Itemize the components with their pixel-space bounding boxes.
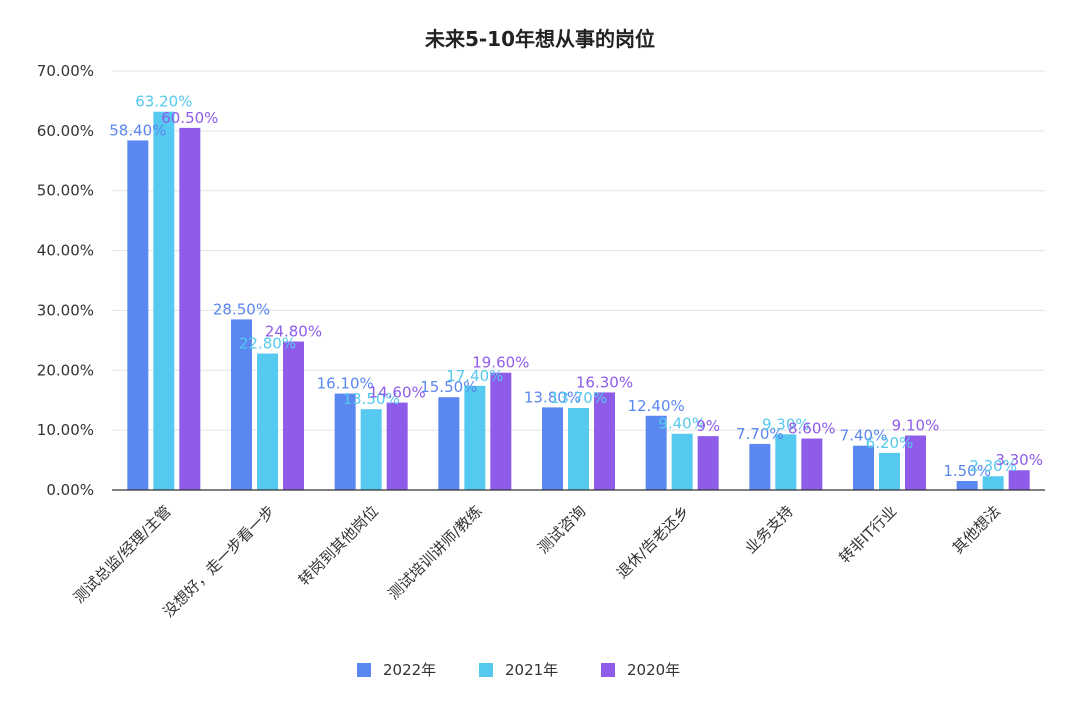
bar — [905, 435, 926, 490]
bar — [982, 476, 1004, 490]
y-tick-label: 70.00% — [37, 62, 94, 80]
data-label: 60.50% — [161, 109, 218, 127]
bar — [1008, 470, 1030, 490]
y-tick-label: 10.00% — [37, 421, 94, 439]
y-tick-label: 20.00% — [37, 361, 94, 379]
data-label: 12.40% — [628, 397, 685, 415]
bar — [749, 443, 771, 490]
bar — [801, 438, 823, 490]
x-tick-label: 退休/告老还乡 — [613, 502, 693, 582]
data-label: 9.10% — [892, 417, 940, 435]
data-label: 16.10% — [317, 375, 374, 393]
legend-swatch — [601, 663, 615, 677]
data-label: 15.50% — [420, 378, 477, 396]
bar — [594, 392, 615, 490]
data-label: 58.40% — [109, 121, 166, 139]
data-label: 28.50% — [213, 300, 270, 318]
y-tick-label: 0.00% — [46, 481, 94, 499]
bar — [645, 415, 667, 490]
bar — [879, 452, 900, 490]
data-label: 6.20% — [866, 434, 914, 452]
data-label: 17.40% — [446, 367, 503, 385]
x-tick-label: 转岗到其他岗位 — [295, 502, 382, 589]
bar — [257, 353, 278, 490]
data-label: 24.80% — [265, 323, 322, 341]
legend-label: 2020年 — [627, 661, 680, 679]
bars — [127, 111, 1030, 491]
legend-item[interactable]: 2022年 — [357, 661, 436, 679]
data-label: 7.40% — [840, 427, 888, 445]
y-axis: 0.00% 10.00% 20.00% 30.00% 40.00% 50.00% 60.00… — [37, 62, 94, 499]
bar — [334, 393, 356, 490]
bar — [127, 140, 149, 491]
data-label: 22.80% — [239, 335, 296, 353]
bar — [464, 385, 486, 490]
bar — [179, 127, 201, 490]
legend-item[interactable]: 2021年 — [479, 661, 558, 679]
data-label: 13.80% — [524, 388, 581, 406]
bar — [283, 341, 304, 490]
x-tick-label: 测试咨询 — [534, 502, 589, 557]
data-labels: 58.40% 63.20%60.50% 28.50% 22.80%24.80% 16.1… — [109, 93, 1043, 480]
x-tick-label: 测试总监/经理/主管 — [70, 502, 175, 607]
y-tick-label: 30.00% — [37, 301, 94, 319]
data-label: 1.50% — [943, 462, 991, 480]
y-tick-label: 40.00% — [37, 242, 94, 260]
data-label: 19.60% — [472, 354, 529, 372]
bar — [360, 409, 382, 490]
legend-label: 2021年 — [505, 661, 558, 679]
data-label: 8.60% — [788, 420, 836, 438]
data-label: 3.30% — [995, 451, 1043, 469]
x-tick-label: 转非IT行业 — [836, 502, 901, 567]
bar — [568, 407, 589, 490]
legend-swatch — [357, 663, 371, 677]
data-label: 14.60% — [369, 384, 426, 402]
bar — [671, 433, 693, 490]
data-label: 13.50% — [343, 390, 400, 408]
data-label: 13.70% — [550, 389, 607, 407]
data-label: 9% — [696, 417, 720, 435]
bar — [153, 111, 175, 491]
bar — [386, 402, 408, 490]
bar — [542, 407, 563, 490]
x-tick-label: 其他想法 — [949, 502, 1004, 557]
bar — [853, 445, 874, 490]
data-label: 2.30% — [969, 457, 1017, 475]
x-tick-label: 没想好，走一步看一步 — [160, 502, 279, 621]
bar — [697, 436, 719, 490]
bar — [775, 434, 797, 490]
bar — [231, 319, 252, 490]
data-label: 16.30% — [576, 373, 633, 391]
legend-label: 2022年 — [383, 661, 436, 679]
x-tick-label: 测试培训讲师/教练 — [385, 502, 486, 603]
x-tick-label: 业务支持 — [741, 502, 796, 557]
legend[interactable]: 2022年 2021年 2020年 — [357, 661, 680, 679]
chart-title: 未来5-10年想从事的岗位 — [425, 27, 655, 51]
data-label: 9.40% — [658, 415, 706, 433]
legend-item[interactable]: 2020年 — [601, 661, 680, 679]
y-tick-label: 60.00% — [37, 122, 94, 140]
data-label: 9.30% — [762, 415, 810, 433]
bar — [956, 481, 978, 490]
legend-swatch — [479, 663, 493, 677]
data-label: 7.70% — [736, 425, 784, 443]
data-label: 63.20% — [135, 93, 192, 111]
bar — [438, 397, 460, 490]
y-tick-label: 50.00% — [37, 182, 94, 200]
bar — [490, 372, 512, 490]
